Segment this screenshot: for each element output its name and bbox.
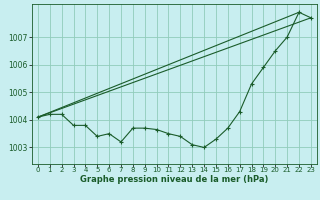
X-axis label: Graphe pression niveau de la mer (hPa): Graphe pression niveau de la mer (hPa) <box>80 175 268 184</box>
